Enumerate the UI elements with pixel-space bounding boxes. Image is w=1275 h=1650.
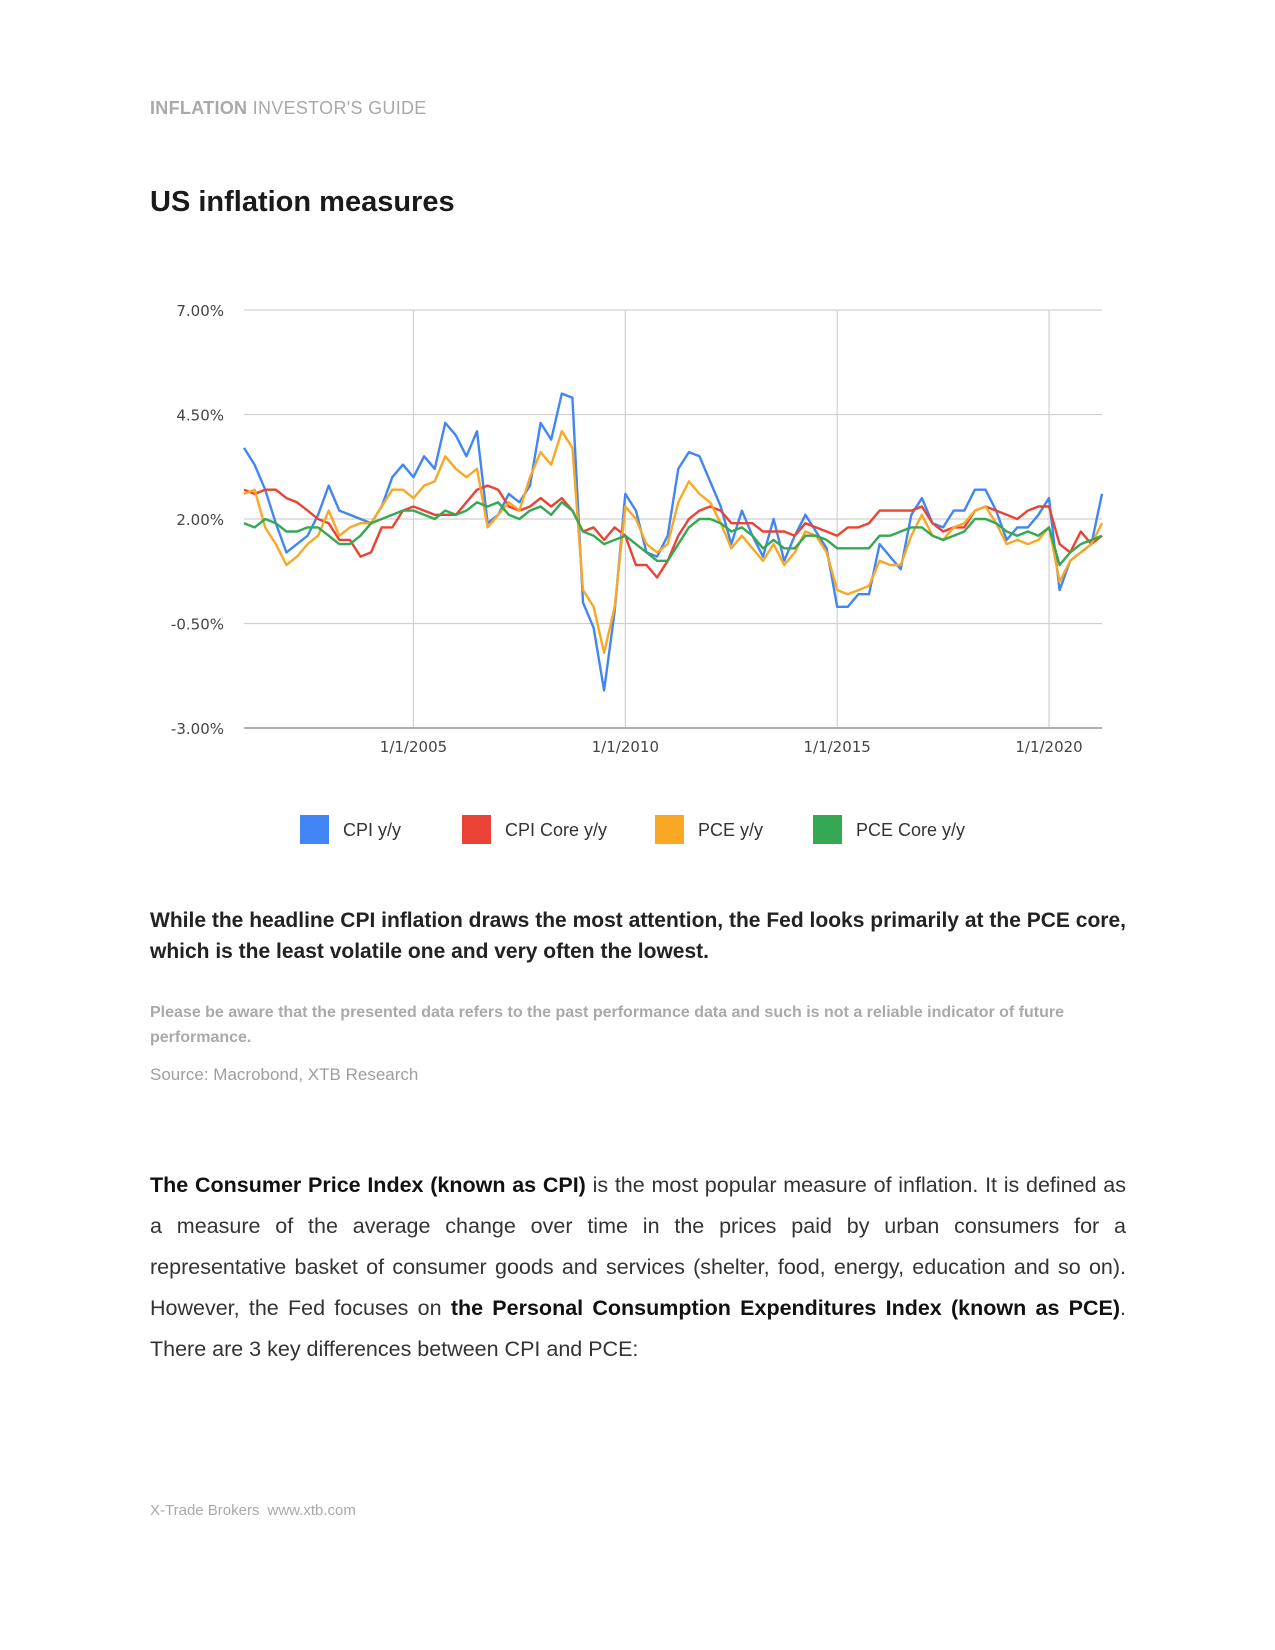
legend-label: CPI Core y/y — [505, 820, 607, 840]
pce-definition-text: . There are 3 key differences between CP… — [150, 1296, 1127, 1361]
y-tick-label: -3.00% — [171, 720, 224, 738]
x-tick-label: 1/1/2015 — [803, 738, 870, 756]
legend-swatch — [300, 815, 329, 844]
y-tick-label: -0.50% — [171, 616, 224, 634]
y-tick-label: 7.00% — [176, 302, 224, 320]
cpi-definition-bold: The Consumer Price Index (known as CPI) — [150, 1173, 586, 1197]
series-line — [242, 392, 1104, 692]
cpi-definition-text: is the most popular measure of inflation… — [150, 1173, 1126, 1320]
page-header: INFLATION INVESTOR'S GUIDE — [150, 98, 427, 119]
footer-url: www.xtb.com — [267, 1502, 356, 1519]
y-tick-label: 2.00% — [176, 511, 224, 529]
legend-label: PCE y/y — [698, 820, 763, 840]
x-tick-label: 1/1/2020 — [1015, 738, 1082, 756]
legend-swatch — [813, 815, 842, 844]
footer: X-Trade Brokers www.xtb.com — [150, 1502, 356, 1519]
y-tick-label: 4.50% — [176, 407, 224, 425]
pce-definition-bold: the Personal Consumption Expenditures In… — [450, 1296, 1121, 1320]
footer-company: X-Trade Brokers — [150, 1502, 260, 1519]
series-line — [243, 501, 1103, 567]
page-title: US inflation measures — [150, 186, 455, 218]
x-tick-label: 1/1/2005 — [380, 738, 447, 756]
header-rest: INVESTOR'S GUIDE — [247, 98, 427, 118]
legend-swatch — [462, 815, 491, 844]
inflation-chart: -3.00% -0.50% 2.00% 4.50% 7.00% 1/1/2005 1/1/2… — [171, 302, 1104, 844]
disclaimer-text: Please be aware that the presented data … — [150, 1004, 1065, 1046]
series-line — [243, 430, 1104, 654]
series-line — [243, 484, 1103, 579]
source-text: Source: Macrobond, XTB Research — [150, 1065, 419, 1084]
legend-swatch — [655, 815, 684, 844]
header-bold: INFLATION — [150, 98, 248, 118]
lead-text: While the headline CPI inflation draws t… — [150, 909, 1126, 963]
legend-label: CPI y/y — [343, 820, 401, 840]
legend-label: PCE Core y/y — [856, 820, 965, 840]
body-paragraph: The Consumer Price Index (known as CPI) … — [150, 1165, 1126, 1370]
x-tick-label: 1/1/2010 — [592, 738, 659, 756]
